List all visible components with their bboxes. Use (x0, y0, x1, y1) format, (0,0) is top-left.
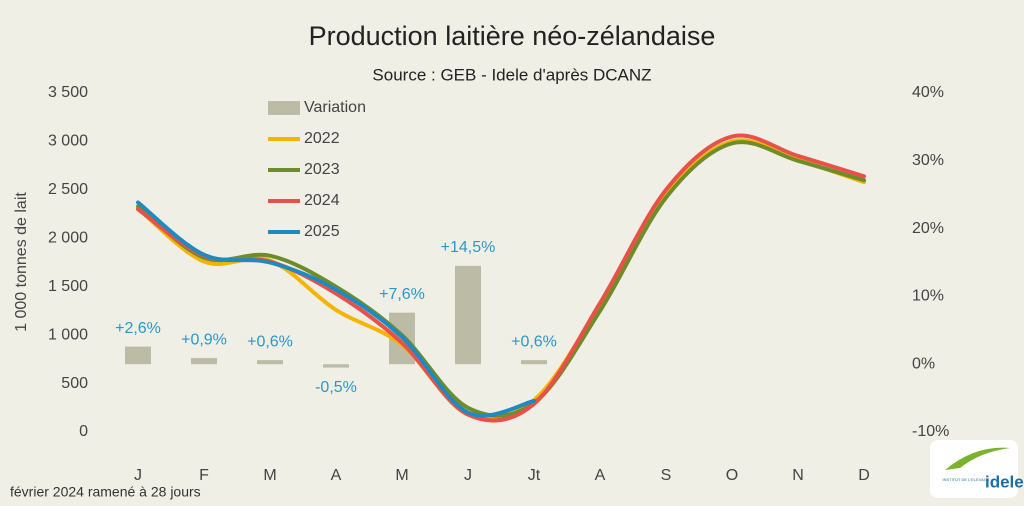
bar (521, 360, 547, 365)
legend-label: 2022 (304, 130, 340, 147)
footnote: février 2024 ramené à 28 jours (10, 484, 201, 500)
y-tick-label: 2 000 (48, 230, 88, 247)
line (136, 200, 536, 418)
x-tick-label: S (661, 467, 672, 484)
bar (455, 265, 481, 365)
legend-label: 2025 (304, 223, 340, 240)
logo-text: idele (985, 472, 1024, 491)
logo-swoosh (945, 447, 1010, 470)
legend-label: 2023 (304, 161, 340, 178)
bar (323, 364, 349, 368)
bar (191, 358, 217, 365)
x-tick-label: J (464, 467, 472, 484)
x-tick-label: A (331, 467, 342, 484)
logo-subtext: INSTITUT DE L'ELEVAGE (942, 477, 989, 482)
bar (257, 360, 283, 365)
line (136, 133, 866, 423)
y-tick-label: 2 500 (48, 181, 88, 198)
line (136, 140, 866, 418)
y-tick-label: 0 (79, 423, 88, 440)
x-tick-label: N (792, 467, 804, 484)
bar (125, 346, 151, 365)
y-tick-label: 500 (61, 375, 88, 392)
line (136, 138, 866, 421)
logo: idele INSTITUT DE L'ELEVAGE (930, 440, 1024, 498)
x-tick-label: M (263, 467, 276, 484)
chart-title: Production laitière néo-zélandaise (309, 21, 716, 51)
y-tick-label: 1 000 (48, 326, 88, 343)
x-tick-label: M (395, 467, 408, 484)
y-tick-label: 3 500 (48, 84, 88, 101)
x-tick-label: A (595, 467, 606, 484)
data-label: +0,6% (511, 333, 557, 350)
y-axis-title: 1 000 tonnes de lait (13, 192, 30, 332)
y-tick-label: 3 000 (48, 133, 88, 150)
x-tick-label: D (858, 467, 870, 484)
data-label: +0,9% (181, 331, 227, 348)
y2-tick-label: 10% (912, 288, 944, 305)
y2-tick-label: 30% (912, 152, 944, 169)
y2-tick-label: 0% (912, 355, 935, 372)
x-tick-label: F (199, 467, 209, 484)
data-label: +0,6% (247, 333, 293, 350)
legend-label: Variation (304, 99, 366, 116)
data-label: +2,6% (115, 320, 161, 337)
y2-tick-label: 20% (912, 220, 944, 237)
x-tick-label: Jt (528, 467, 541, 484)
data-label: -0,5% (315, 379, 357, 396)
y-tick-label: 1 500 (48, 278, 88, 295)
chart-subtitle: Source : GEB - Idele d'après DCANZ (372, 65, 651, 84)
x-tick-label: J (134, 467, 142, 484)
y2-tick-label: -10% (912, 423, 949, 440)
y2-tick-label: 40% (912, 84, 944, 101)
legend-label: 2024 (304, 192, 340, 209)
data-label: +7,6% (379, 286, 425, 303)
logo-box (930, 440, 1018, 498)
legend-swatch (268, 101, 300, 115)
x-tick-label: O (726, 467, 738, 484)
data-label: +14,5% (441, 239, 496, 256)
